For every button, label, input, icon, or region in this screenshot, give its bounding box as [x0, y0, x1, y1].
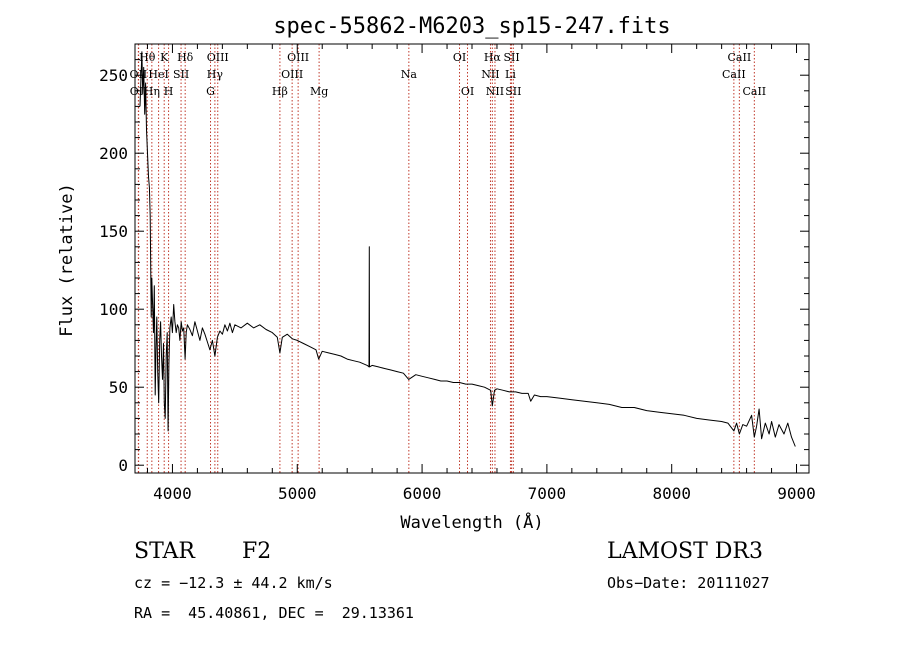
spectral-line-label: CaII: [742, 85, 766, 98]
survey-name: LAMOST DR3: [607, 539, 763, 564]
x-tick-label: 7000: [528, 484, 567, 503]
spectral-line-label: OIII: [281, 68, 303, 81]
spectral-line-label: Hγ: [207, 68, 224, 81]
spectral-line-label: OIII: [207, 51, 229, 64]
spectral-line-label: Hη: [144, 85, 160, 98]
x-tick-label: 5000: [278, 484, 317, 503]
spectral-line-label: NII: [486, 85, 504, 98]
x-tick-label: 6000: [403, 484, 442, 503]
spectrum-series: [139, 51, 796, 447]
spectral-line-label: OI: [453, 51, 466, 64]
object-class: STAR: [134, 539, 195, 564]
object-subclass: F2: [242, 539, 272, 564]
spectral-line-label: OII: [130, 85, 148, 98]
spectral-line-label: SII: [173, 68, 189, 81]
spectral-line-label: HeI: [148, 68, 168, 81]
x-tick-label: 9000: [777, 484, 816, 503]
spectral-line-label: Hθ: [139, 51, 156, 64]
spectral-line-label: OIII: [287, 51, 309, 64]
redshift-value: cz = −12.3 ± 44.2 km/s: [134, 574, 333, 592]
plot-frame: [134, 43, 810, 474]
spectral-line-label: Li: [505, 68, 516, 81]
spectral-line-markers: [137, 44, 755, 473]
spectrum-line: [139, 51, 796, 447]
axis-ticks: 4000 5000 6000 7000 8000 9000 0 50 100 150 200 250: [99, 44, 816, 503]
y-tick-label: 150: [99, 222, 128, 241]
y-tick-label: 0: [118, 456, 128, 475]
spectral-line-label: H: [164, 85, 174, 98]
spectral-line-label: CaII: [722, 68, 746, 81]
spectral-line-label: Hβ: [272, 85, 288, 98]
spectral-line-label: Mg: [310, 85, 328, 98]
spectral-line-label: OI: [461, 85, 474, 98]
spectral-line-label: CaII: [728, 51, 752, 64]
x-tick-label: 4000: [153, 484, 192, 503]
y-tick-label: 100: [99, 300, 128, 319]
spectral-line-label: Hα: [484, 51, 502, 64]
x-tick-label: 8000: [652, 484, 691, 503]
spectral-line-label: K: [160, 51, 169, 64]
y-tick-label: 200: [99, 144, 128, 163]
spectral-line-label: SII: [505, 85, 521, 98]
observation-date: Obs−Date: 20111027: [607, 574, 770, 592]
chart-title: spec-55862-M6203_sp15-247.fits: [273, 14, 670, 39]
spectral-line-label: G: [206, 85, 215, 98]
x-axis-label: Wavelength (Å): [400, 511, 543, 533]
spectral-line-label: NII: [481, 68, 499, 81]
y-tick-label: 250: [99, 66, 128, 85]
y-tick-label: 50: [109, 378, 128, 397]
spectral-line-label: OII: [130, 68, 148, 81]
spectral-line-label: Na: [401, 68, 418, 81]
spectral-line-label: Hδ: [177, 51, 194, 64]
y-axis-label: Flux (relative): [57, 183, 77, 337]
spectral-line-label: SII: [503, 51, 519, 64]
coordinates: RA = 45.40861, DEC = 29.13361: [134, 604, 414, 622]
